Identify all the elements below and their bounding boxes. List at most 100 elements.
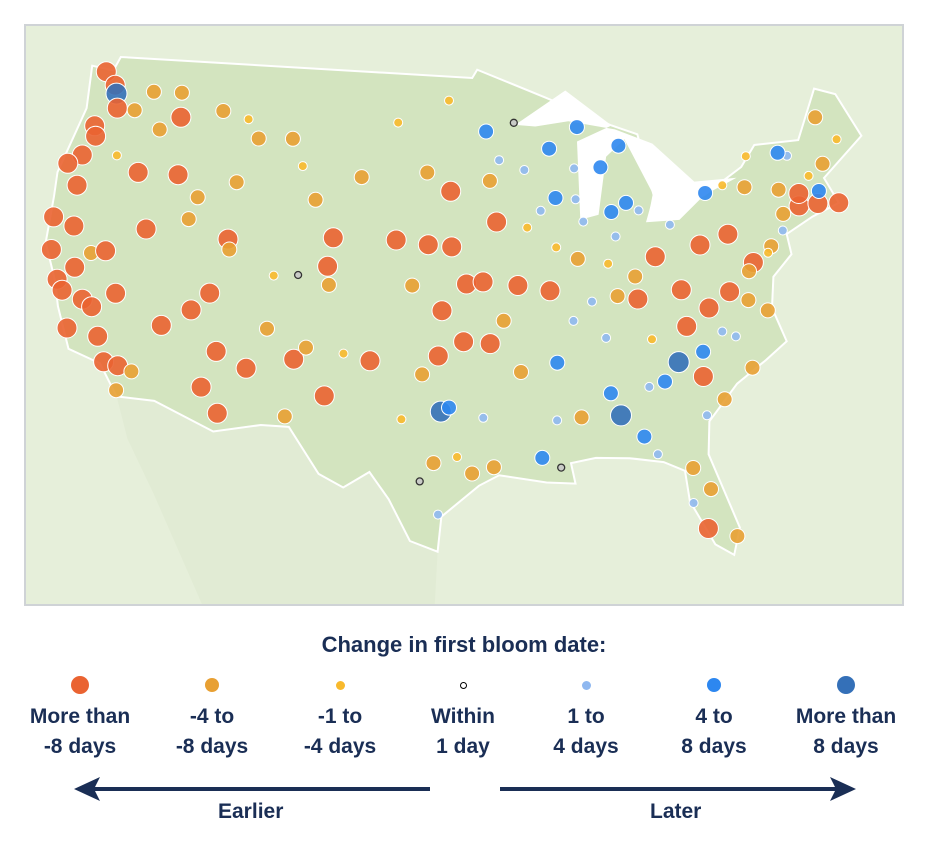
station-dot [145, 83, 162, 100]
station-dot [685, 460, 702, 476]
station-dot [283, 348, 305, 370]
station-dot [135, 218, 157, 240]
legend-label-line2: 1 day [436, 735, 490, 758]
station-dot [618, 194, 634, 211]
earlier-arrow [74, 777, 430, 801]
station-dot [111, 150, 122, 161]
station-dot [464, 465, 481, 482]
station-dot [522, 222, 533, 233]
station-dot [740, 151, 751, 162]
station-dot [481, 172, 498, 189]
station-dot [215, 103, 232, 119]
station-dot [763, 247, 774, 258]
station-dot [717, 180, 728, 191]
station-dot [539, 280, 561, 302]
station-dot [573, 409, 590, 426]
legend-item: Within 1 day [398, 676, 528, 762]
legend-item: -4 to -8 days [147, 676, 277, 762]
station-dot [769, 144, 786, 161]
station-dot [250, 130, 267, 147]
station-dot [644, 246, 666, 268]
station-dot [689, 234, 711, 256]
station-dot [609, 288, 626, 305]
station-dot [189, 189, 206, 206]
station-dot [695, 343, 712, 360]
station-dot [644, 381, 655, 392]
station-dot [647, 334, 657, 345]
bloom-map [24, 24, 904, 606]
station-dot [415, 477, 424, 486]
legend-item: More than 8 days [781, 676, 911, 762]
station-dot [63, 215, 85, 237]
legend-label-line1: 1 to [567, 705, 605, 728]
station-dot [603, 258, 614, 269]
station-dot [106, 97, 128, 119]
station-dot [452, 452, 462, 462]
station-dot [703, 481, 719, 498]
station-dot [603, 204, 620, 220]
station-dot [775, 205, 792, 222]
station-dot [431, 300, 453, 322]
station-dot [57, 152, 79, 174]
earlier-label: Earlier [218, 800, 284, 823]
station-dot [444, 95, 454, 106]
station-dot [43, 206, 65, 228]
station-dot [170, 106, 192, 128]
station-dot [509, 118, 518, 127]
legend-dot [837, 676, 855, 694]
station-dot [427, 345, 449, 367]
station-dot [56, 317, 78, 339]
station-dot [568, 315, 579, 326]
station-dot [578, 216, 589, 227]
station-dot [105, 282, 127, 304]
legend-item: 4 to 8 days [649, 676, 779, 762]
station-dot [221, 241, 238, 258]
station-dot [441, 399, 457, 416]
station-dot [592, 159, 609, 176]
legend-dot [707, 678, 721, 692]
station-dot [759, 302, 776, 319]
legend-label-line1: -1 to [317, 705, 363, 728]
station-dot [307, 191, 324, 208]
station-dot [507, 275, 529, 296]
station-dot [569, 163, 580, 174]
legend-label-line2: 4 days [553, 735, 619, 758]
legend-label-line1: Within [431, 705, 495, 728]
station-dot [205, 340, 227, 362]
station-dot [534, 449, 551, 466]
legend-label-line1: More than [795, 705, 897, 728]
station-dot [51, 279, 73, 301]
legend-label-line1: 4 to [695, 705, 733, 728]
station-dot [313, 385, 335, 407]
station-dot [485, 459, 502, 476]
station-dot [601, 332, 612, 343]
station-dot [692, 366, 714, 387]
station-dot [81, 296, 103, 318]
station-dot [610, 137, 627, 154]
station-dot [40, 239, 62, 260]
station-dot [228, 174, 245, 191]
station-dot [359, 350, 381, 372]
station-dot [126, 102, 143, 119]
station-dot [569, 250, 586, 267]
legend-item: 1 to 4 days [521, 676, 651, 762]
station-dot [453, 331, 475, 353]
station-dot [235, 357, 257, 379]
legend-dot [581, 680, 591, 690]
legend-label-line2: 8 days [813, 735, 879, 758]
station-dot [740, 292, 757, 309]
station-dot [770, 181, 787, 198]
station-dot [602, 385, 619, 402]
great-lakes [515, 90, 737, 223]
mexico-region [116, 396, 438, 604]
station-dot [667, 351, 690, 374]
station-dot [322, 227, 344, 249]
direction-arrows [74, 777, 856, 801]
station-dot [127, 161, 149, 183]
station-dot [199, 282, 221, 304]
legend-label-line2: -4 days [303, 735, 377, 758]
station-dot [293, 270, 303, 280]
station-dot [676, 315, 698, 337]
station-dot [206, 402, 228, 424]
